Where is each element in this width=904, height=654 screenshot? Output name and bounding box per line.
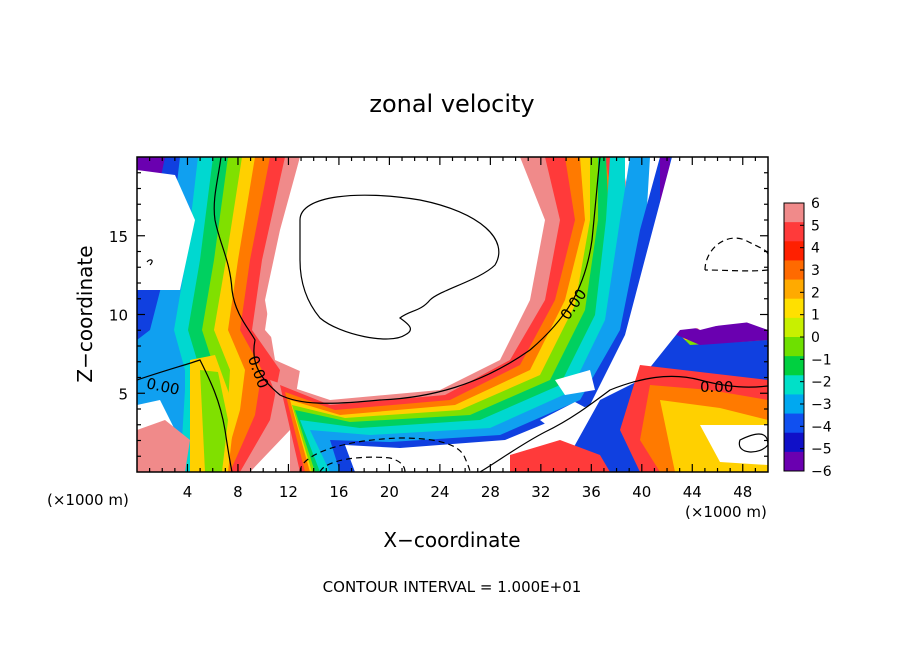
y-tick-label: 15	[109, 228, 128, 246]
x-tick-label: 12	[279, 483, 298, 501]
colorbar-swatch	[784, 375, 804, 395]
colorbar-label: 4	[811, 241, 820, 257]
colorbar-swatch	[784, 279, 804, 300]
colorbar-swatch	[784, 203, 804, 223]
colorbar-labels: 6 5 4 3 2 1 0 −1 −2 −3 −4 −5 −6	[800, 196, 832, 480]
colorbar-swatch	[784, 317, 804, 338]
x-tick-label: 48	[733, 483, 752, 501]
chart-title: zonal velocity	[369, 90, 534, 118]
colorbar-swatch	[784, 432, 804, 453]
colorbar-label: 5	[811, 218, 820, 234]
x-tick-labels: 4 8 12 16 20 24 28 32 36 40 44 48	[183, 483, 753, 501]
colorbar	[784, 203, 804, 472]
y-tick-label: 5	[118, 385, 128, 403]
colorbar-label: 2	[811, 285, 820, 301]
colorbar-label: −2	[811, 375, 832, 391]
colorbar-label: 0	[811, 330, 820, 346]
colorbar-swatch	[784, 260, 804, 281]
contour-lines	[137, 157, 768, 472]
colorbar-label: −4	[811, 419, 832, 435]
colorbar-label: −6	[811, 464, 832, 480]
x-tick-label: 24	[430, 483, 449, 501]
x-unit-left: (×1000 m)	[47, 491, 129, 509]
x-tick-label: 44	[683, 483, 702, 501]
colorbar-label: −5	[811, 442, 832, 458]
x-tick-label: 4	[183, 483, 193, 501]
x-tick-label: 28	[481, 483, 500, 501]
colorbar-label: 6	[811, 196, 820, 212]
x-unit-right: (×1000 m)	[685, 503, 767, 521]
y-tick-labels: 5 10 15	[109, 228, 128, 404]
colorbar-label: 3	[811, 263, 820, 279]
x-axis-label: X−coordinate	[383, 528, 520, 552]
contour-interval-note: CONTOUR INTERVAL = 1.000E+01	[323, 578, 582, 596]
colorbar-swatch	[784, 222, 804, 242]
colorbar-swatch	[784, 413, 804, 434]
x-tick-label: 32	[531, 483, 550, 501]
y-tick-label: 10	[109, 307, 128, 325]
colorbar-label: 1	[811, 308, 820, 324]
colorbar-swatch	[784, 394, 804, 415]
colorbar-label: −1	[811, 352, 832, 368]
colorbar-swatch	[784, 241, 804, 261]
x-tick-label: 8	[233, 483, 243, 501]
contour-label: 0.00	[700, 378, 733, 396]
colorbar-label: −3	[811, 397, 832, 413]
colorbar-swatch	[784, 356, 804, 376]
colorbar-swatch	[784, 451, 804, 472]
velocity-field	[137, 157, 768, 472]
colorbar-swatch	[784, 298, 804, 319]
y-axis-label: Z−coordinate	[73, 245, 97, 382]
y-ticks	[137, 172, 768, 457]
x-tick-label: 40	[632, 483, 651, 501]
x-tick-label: 20	[380, 483, 399, 501]
x-tick-label: 16	[329, 483, 348, 501]
x-tick-label: 36	[582, 483, 601, 501]
colorbar-swatch	[784, 337, 804, 357]
x-ticks	[149, 157, 756, 472]
